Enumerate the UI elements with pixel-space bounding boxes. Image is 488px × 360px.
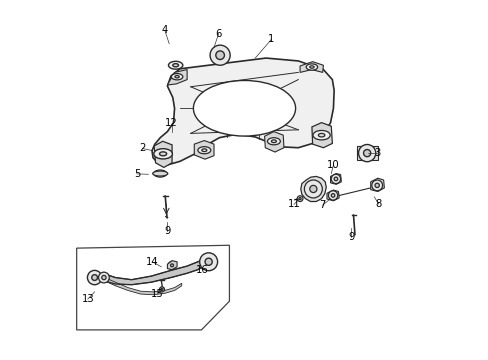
Ellipse shape bbox=[172, 64, 178, 67]
Polygon shape bbox=[154, 141, 172, 167]
Circle shape bbox=[304, 180, 322, 198]
Text: 4: 4 bbox=[162, 26, 168, 35]
Ellipse shape bbox=[318, 134, 324, 137]
Polygon shape bbox=[300, 62, 323, 72]
Circle shape bbox=[102, 275, 106, 280]
Polygon shape bbox=[77, 245, 229, 330]
Text: 9: 9 bbox=[347, 232, 354, 242]
Ellipse shape bbox=[152, 171, 167, 176]
Circle shape bbox=[199, 253, 217, 271]
Text: 12: 12 bbox=[165, 118, 178, 128]
Text: 3: 3 bbox=[373, 148, 380, 158]
Ellipse shape bbox=[193, 81, 295, 136]
Polygon shape bbox=[300, 176, 325, 202]
Circle shape bbox=[298, 198, 301, 200]
Text: 1: 1 bbox=[267, 35, 274, 44]
Text: 9: 9 bbox=[164, 226, 170, 236]
Text: 14: 14 bbox=[146, 257, 158, 267]
Text: 13: 13 bbox=[81, 294, 94, 304]
Circle shape bbox=[210, 45, 230, 65]
Ellipse shape bbox=[309, 66, 313, 68]
Circle shape bbox=[159, 287, 164, 292]
Text: 6: 6 bbox=[215, 29, 222, 39]
Ellipse shape bbox=[168, 61, 183, 69]
Circle shape bbox=[161, 288, 163, 291]
Circle shape bbox=[328, 191, 337, 200]
Ellipse shape bbox=[198, 147, 210, 154]
Text: 15: 15 bbox=[151, 289, 164, 299]
Ellipse shape bbox=[153, 170, 166, 177]
Text: 5: 5 bbox=[133, 169, 140, 179]
Ellipse shape bbox=[271, 140, 276, 143]
Ellipse shape bbox=[267, 138, 280, 145]
Circle shape bbox=[374, 183, 379, 188]
Circle shape bbox=[99, 272, 109, 283]
Circle shape bbox=[358, 144, 375, 162]
Ellipse shape bbox=[305, 64, 317, 70]
Circle shape bbox=[204, 258, 212, 265]
Ellipse shape bbox=[171, 73, 183, 80]
Polygon shape bbox=[370, 178, 384, 192]
Text: 10: 10 bbox=[326, 160, 339, 170]
Text: 16: 16 bbox=[196, 265, 208, 275]
Ellipse shape bbox=[153, 149, 172, 159]
Ellipse shape bbox=[202, 149, 206, 152]
Circle shape bbox=[309, 185, 316, 193]
Ellipse shape bbox=[175, 76, 179, 78]
Circle shape bbox=[330, 194, 334, 197]
Polygon shape bbox=[104, 259, 204, 285]
Circle shape bbox=[297, 196, 303, 202]
Polygon shape bbox=[194, 140, 214, 159]
Polygon shape bbox=[330, 174, 341, 184]
Polygon shape bbox=[152, 58, 333, 165]
Text: 2: 2 bbox=[139, 143, 145, 153]
Circle shape bbox=[363, 149, 370, 157]
Polygon shape bbox=[311, 123, 332, 148]
Polygon shape bbox=[264, 132, 284, 152]
Circle shape bbox=[330, 174, 340, 184]
Polygon shape bbox=[104, 278, 182, 295]
Text: 7: 7 bbox=[319, 200, 325, 210]
Polygon shape bbox=[167, 261, 177, 270]
Bar bbox=[356, 146, 377, 160]
Circle shape bbox=[170, 264, 173, 267]
Circle shape bbox=[87, 270, 102, 285]
Circle shape bbox=[333, 177, 337, 181]
Circle shape bbox=[371, 180, 382, 191]
Ellipse shape bbox=[159, 152, 166, 156]
Text: 11: 11 bbox=[287, 199, 300, 210]
Ellipse shape bbox=[312, 130, 329, 140]
Ellipse shape bbox=[158, 172, 163, 175]
Polygon shape bbox=[167, 69, 187, 85]
Circle shape bbox=[215, 51, 224, 59]
Polygon shape bbox=[326, 190, 339, 201]
Circle shape bbox=[168, 261, 176, 269]
Text: 8: 8 bbox=[375, 199, 381, 209]
Circle shape bbox=[92, 275, 97, 280]
